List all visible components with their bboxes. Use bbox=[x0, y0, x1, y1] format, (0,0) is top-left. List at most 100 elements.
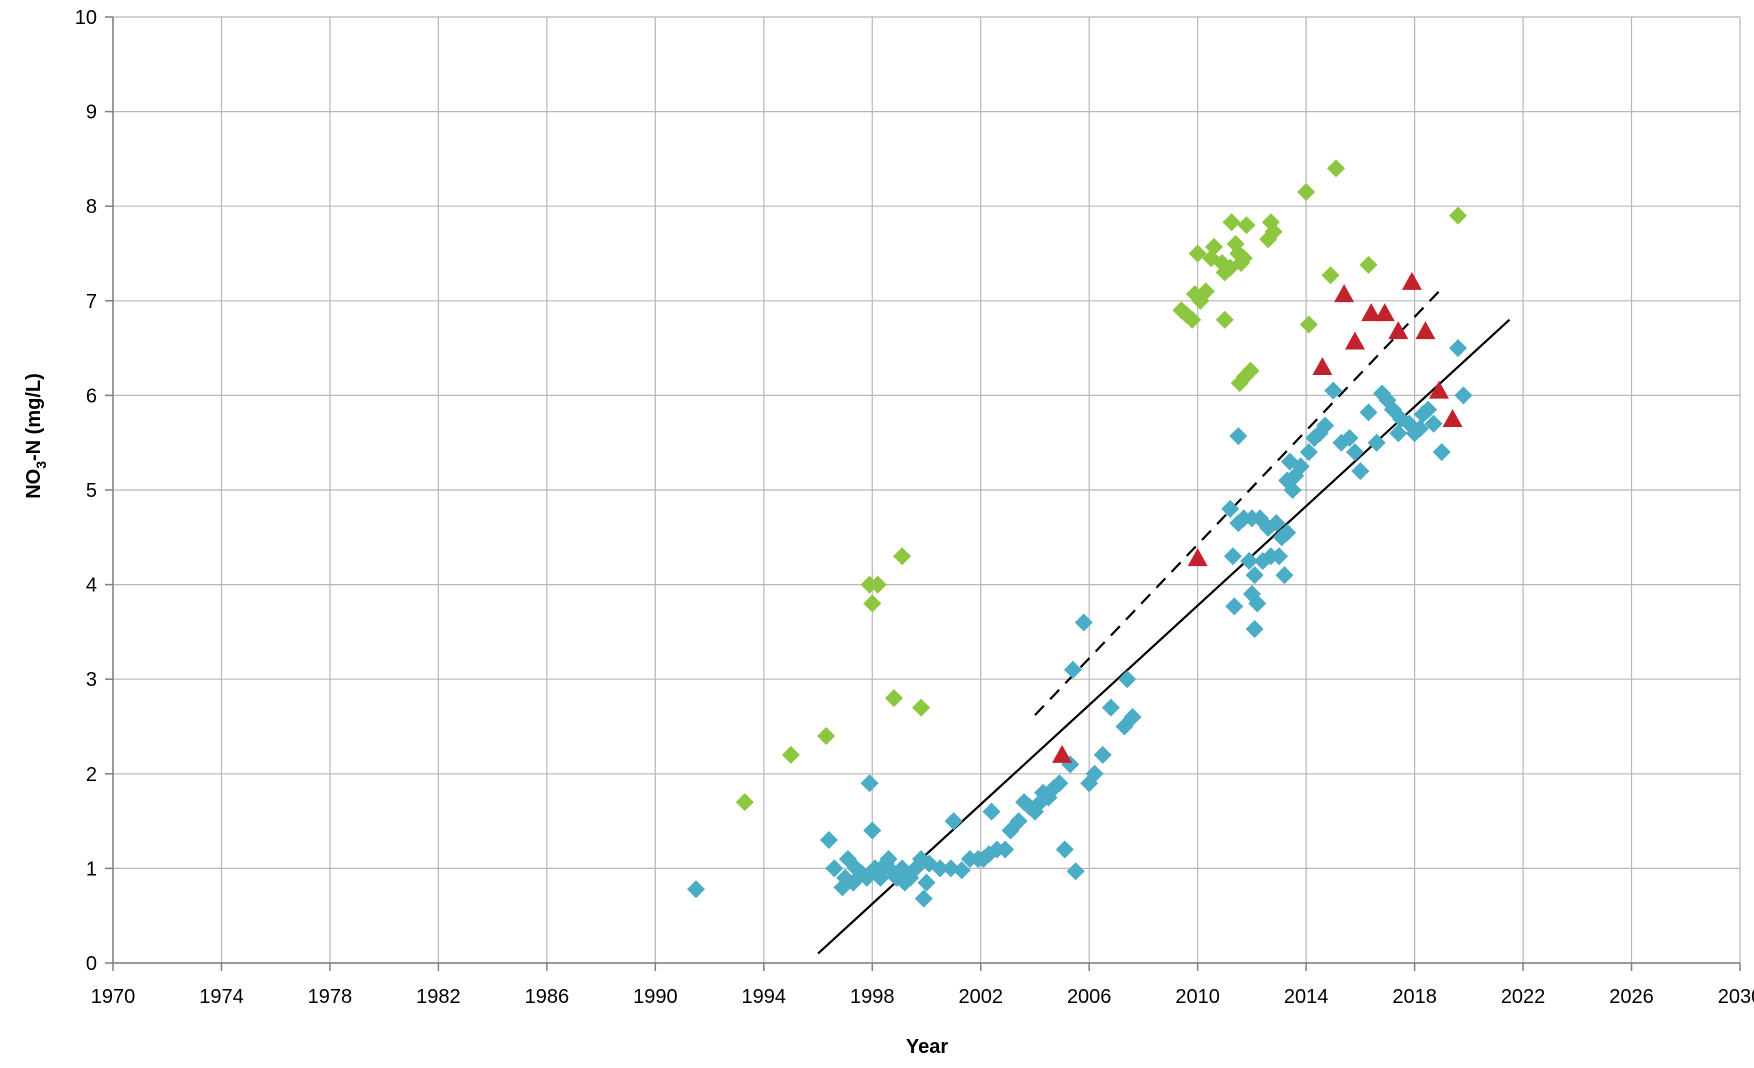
diamond-point bbox=[1183, 310, 1202, 329]
diamond-point bbox=[1123, 708, 1142, 727]
x-axis-title: Year bbox=[906, 1036, 948, 1058]
diamond-point bbox=[1009, 812, 1028, 831]
diamond-point bbox=[860, 774, 879, 793]
x-tick-label: 2026 bbox=[1609, 986, 1654, 1008]
diamond-point bbox=[1074, 613, 1093, 632]
y-tick-label: 9 bbox=[86, 102, 97, 124]
diamond-point bbox=[1419, 400, 1438, 419]
diamond-point bbox=[863, 821, 882, 840]
y-tick-label: 6 bbox=[86, 385, 97, 407]
triangle-point bbox=[1374, 303, 1395, 322]
x-tick-label: 2018 bbox=[1392, 986, 1437, 1008]
x-tick-label: 1970 bbox=[91, 986, 136, 1008]
triangle-point bbox=[1052, 744, 1073, 763]
diamond-point bbox=[1248, 594, 1267, 613]
diamond-point bbox=[996, 840, 1015, 859]
y-tick-label: 3 bbox=[86, 669, 97, 691]
trendlines bbox=[817, 290, 1511, 955]
diamond-point bbox=[1324, 381, 1343, 400]
diamond-point bbox=[944, 812, 963, 831]
y-axis-title: NO3-N (mg/L) bbox=[23, 373, 49, 499]
diamond-point bbox=[1359, 255, 1378, 274]
triangle-point bbox=[1429, 380, 1450, 399]
y-tick-label: 0 bbox=[86, 953, 97, 975]
diamond-point bbox=[1188, 244, 1207, 263]
y-tick-label: 2 bbox=[86, 764, 97, 786]
triangle-point bbox=[1388, 321, 1409, 340]
diamond-point bbox=[1270, 547, 1289, 566]
diamond-point bbox=[914, 889, 933, 908]
diamond-point bbox=[735, 793, 754, 812]
diamond-point bbox=[884, 689, 903, 708]
diamond-point bbox=[1093, 745, 1112, 764]
diamond-point bbox=[1240, 551, 1259, 570]
series-1 bbox=[687, 339, 1473, 908]
y-tick-label: 8 bbox=[86, 196, 97, 218]
x-tick-label: 1994 bbox=[742, 986, 787, 1008]
diamond-point bbox=[1222, 213, 1241, 232]
y-tick-label: 5 bbox=[86, 480, 97, 502]
x-tick-label: 1978 bbox=[308, 986, 353, 1008]
diamond-point bbox=[1351, 462, 1370, 481]
triangle-point bbox=[1415, 321, 1436, 340]
diamond-point bbox=[1299, 443, 1318, 462]
diamond-point bbox=[1275, 566, 1294, 585]
diamond-point bbox=[1283, 481, 1302, 499]
diamond-point bbox=[1448, 339, 1467, 358]
diamond-point bbox=[912, 698, 931, 717]
diamond-point bbox=[1055, 840, 1074, 859]
diamond-point bbox=[1316, 416, 1335, 435]
y-tick-label: 1 bbox=[86, 858, 97, 880]
x-tick-label: 2014 bbox=[1284, 986, 1329, 1008]
data-points bbox=[687, 159, 1473, 908]
diamond-point bbox=[1204, 237, 1223, 256]
diamond-point bbox=[1241, 361, 1260, 380]
diamond-point bbox=[863, 594, 882, 613]
diamond-point bbox=[1454, 386, 1473, 405]
diamond-point bbox=[1291, 457, 1310, 476]
y-tick-labels: 0 1 2 3 4 5 6 7 8 9 10 bbox=[75, 7, 97, 975]
diamond-point bbox=[1345, 443, 1364, 462]
diamond-point bbox=[1411, 419, 1430, 438]
diamond-point bbox=[1118, 670, 1137, 689]
y-axis-title-prefix: NO bbox=[23, 469, 45, 499]
diamond-point bbox=[781, 745, 800, 764]
x-tick-label: 1990 bbox=[633, 986, 678, 1008]
x-tick-label: 1986 bbox=[525, 986, 570, 1008]
diamond-point bbox=[1299, 315, 1318, 334]
diamond-point bbox=[1297, 183, 1316, 202]
diamond-point bbox=[871, 868, 890, 887]
diamond-point bbox=[1278, 523, 1297, 542]
y-tick-label: 7 bbox=[86, 291, 97, 313]
triangle-point bbox=[1401, 271, 1422, 290]
diamond-point bbox=[1223, 547, 1242, 566]
diamond-point bbox=[1196, 282, 1215, 301]
triangle-point bbox=[1442, 409, 1463, 428]
solid-trendline bbox=[817, 318, 1511, 955]
diamond-point bbox=[1264, 222, 1283, 241]
y-axis-title-suffix: -N (mg/L) bbox=[23, 373, 45, 461]
diamond-point bbox=[868, 575, 887, 594]
diamond-point bbox=[1229, 427, 1248, 446]
diamond-point bbox=[825, 859, 844, 878]
diamond-point bbox=[1245, 566, 1264, 585]
diamond-point bbox=[1359, 403, 1378, 422]
diamond-point bbox=[1085, 764, 1104, 783]
diamond-point bbox=[819, 831, 838, 850]
y-tick-label: 10 bbox=[75, 7, 97, 29]
diamond-point bbox=[687, 880, 706, 899]
y-tick-label: 4 bbox=[86, 575, 97, 597]
diamond-point bbox=[1267, 514, 1286, 533]
diamond-point bbox=[1101, 698, 1120, 717]
diamond-point bbox=[893, 547, 912, 566]
diamond-point bbox=[1237, 216, 1256, 235]
x-tick-labels: 1970 1974 1978 1982 1986 1990 1994 1998 2002 2006… bbox=[91, 986, 1754, 1008]
diamond-point bbox=[1432, 443, 1451, 462]
x-tick-label: 1998 bbox=[850, 986, 895, 1008]
y-axis-title-subscript: 3 bbox=[33, 461, 49, 469]
diamond-point bbox=[931, 859, 950, 878]
diamond-point bbox=[1389, 424, 1408, 443]
x-tick-label: 2022 bbox=[1501, 986, 1546, 1008]
diamond-point bbox=[982, 802, 1001, 821]
